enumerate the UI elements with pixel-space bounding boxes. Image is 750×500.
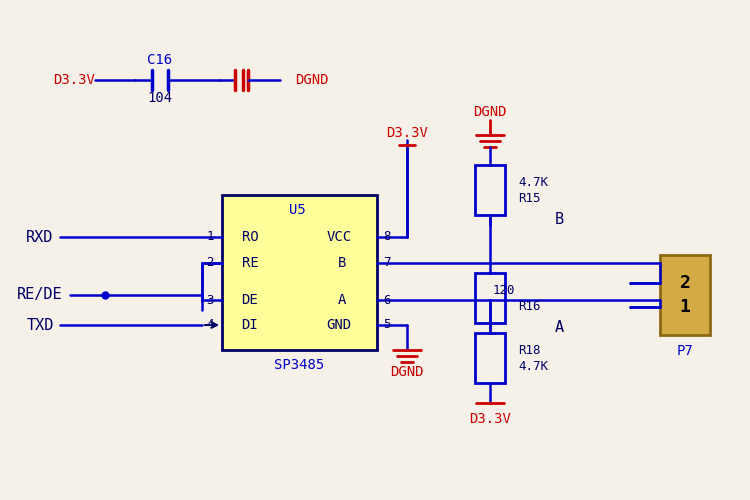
Text: 4: 4 [206,318,214,332]
Text: 3: 3 [206,294,214,306]
Text: TXD: TXD [26,318,54,332]
Bar [475,333,505,383]
Text: D3.3V: D3.3V [469,412,511,426]
Text: D3.3V: D3.3V [386,126,428,140]
Text: A: A [338,293,346,307]
Text: RE/DE: RE/DE [17,288,63,302]
Text: GND: GND [326,318,352,332]
Text: 6: 6 [383,294,391,306]
Bar [475,273,505,323]
Text: DGND: DGND [295,73,328,87]
Text: 1: 1 [680,298,691,316]
Text: B: B [338,256,346,270]
Text: RXD: RXD [26,230,54,244]
Text: 4.7K: 4.7K [518,176,548,188]
Text: 2: 2 [680,274,691,292]
Text: U5: U5 [290,203,306,217]
Text: R18: R18 [518,344,541,356]
Text: 1: 1 [206,230,214,243]
Text: RE: RE [242,256,258,270]
Text: P7: P7 [676,344,693,358]
Text: 8: 8 [383,230,391,243]
Text: 2: 2 [206,256,214,270]
Text: D3.3V: D3.3V [53,73,95,87]
Text: C16: C16 [148,53,172,67]
Bar [475,165,505,215]
Text: 120: 120 [493,284,515,296]
Bar [222,195,377,350]
Text: 104: 104 [148,91,172,105]
Text: DGND: DGND [390,365,424,379]
Text: 7: 7 [383,256,391,270]
Text: A: A [555,320,564,336]
Text: DE: DE [242,293,258,307]
Text: SP3485: SP3485 [274,358,325,372]
Text: RO: RO [242,230,258,244]
Text: 4.7K: 4.7K [518,360,548,372]
Text: B: B [555,212,564,228]
Text: DI: DI [242,318,258,332]
Text: 5: 5 [383,318,391,332]
Text: DGND: DGND [473,105,507,119]
Text: R16: R16 [518,300,541,312]
Text: R15: R15 [518,192,541,204]
Text: VCC: VCC [326,230,352,244]
Bar [660,255,710,335]
